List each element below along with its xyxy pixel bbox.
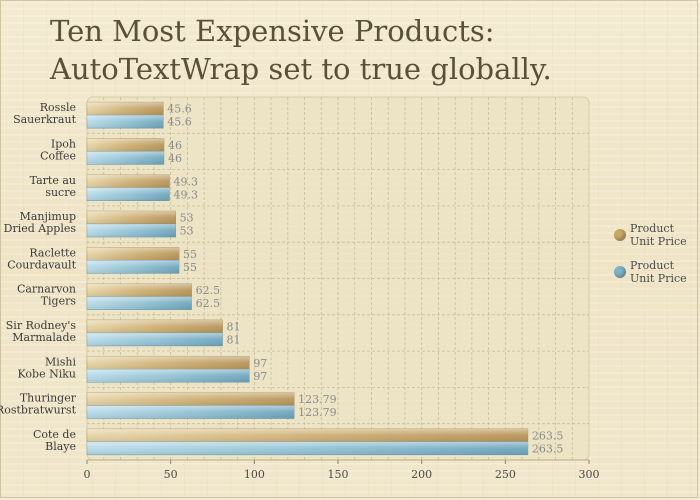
bar-shine-series-2-3 bbox=[87, 187, 170, 201]
category-label-3-line-2: sucre bbox=[45, 186, 76, 199]
data-label-series-1-2: 46 bbox=[168, 139, 182, 152]
category-label-4-line-2: Dried Apples bbox=[4, 222, 77, 235]
category-label-8-line-2: Kobe Niku bbox=[18, 367, 77, 380]
bar-shine-series-2-4 bbox=[87, 224, 176, 238]
category-label-5-line-1: Raclette bbox=[29, 246, 76, 259]
data-label-series-1-7: 81 bbox=[227, 320, 241, 333]
category-label-6-line-2: Tigers bbox=[41, 295, 77, 308]
category-label-9-line-2: Rostbratwurst bbox=[0, 404, 77, 417]
bar-shine-series-2-7 bbox=[87, 332, 223, 346]
category-label-1-line-1: Rossle bbox=[40, 101, 76, 114]
legend-label-series-2: Product Unit Price bbox=[630, 259, 696, 285]
legend-label-series-1: Product Unit Price bbox=[630, 222, 696, 248]
data-label-series-2-7: 81 bbox=[227, 333, 241, 346]
legend-item-series-2: Product Unit Price bbox=[614, 259, 698, 285]
data-label-series-2-9: 123.79 bbox=[298, 406, 337, 419]
legend-label-series-1-line-2: Unit Price bbox=[630, 235, 687, 248]
category-label-8-line-1: Mishi bbox=[45, 355, 77, 368]
bar-shine-series-2-6 bbox=[87, 296, 192, 310]
data-label-series-1-4: 53 bbox=[180, 212, 194, 225]
data-label-series-2-8: 97 bbox=[253, 370, 267, 383]
data-label-series-1-3: 49.3 bbox=[173, 175, 198, 188]
legend-label-series-1-line-1: Product bbox=[630, 222, 674, 235]
legend-swatch-series-1 bbox=[614, 229, 626, 241]
bar-shine-series-2-5 bbox=[87, 260, 180, 274]
bar-shine-series-1-4 bbox=[87, 211, 176, 225]
bar-shine-series-1-5 bbox=[87, 247, 180, 261]
bar-shine-series-1-2 bbox=[87, 138, 164, 152]
category-label-1-line-2: Sauerkraut bbox=[13, 113, 77, 126]
x-tick-label: 0 bbox=[84, 468, 91, 481]
x-tick-label: 100 bbox=[244, 468, 265, 481]
bar-shine-series-1-10 bbox=[87, 428, 528, 442]
data-label-series-1-1: 45.6 bbox=[167, 103, 192, 116]
data-label-series-1-8: 97 bbox=[253, 357, 267, 370]
bar-shine-series-1-7 bbox=[87, 319, 223, 333]
x-tick-label: 150 bbox=[328, 468, 349, 481]
bar-shine-series-2-9 bbox=[87, 405, 295, 419]
chart-title-line-2: AutoTextWrap set to true globally. bbox=[50, 52, 552, 86]
legend-swatch-series-2 bbox=[614, 266, 626, 278]
bar-shine-series-1-9 bbox=[87, 392, 295, 406]
data-label-series-2-3: 49.3 bbox=[173, 188, 198, 201]
data-label-series-2-1: 45.6 bbox=[167, 116, 192, 129]
x-tick-label: 300 bbox=[579, 468, 600, 481]
x-tick-label: 250 bbox=[495, 468, 516, 481]
bar-shine-series-2-8 bbox=[87, 369, 250, 383]
category-label-3-line-1: Tarte au bbox=[30, 174, 76, 187]
category-label-6-line-1: Carnarvon bbox=[17, 283, 76, 296]
data-label-series-2-10: 263.5 bbox=[532, 442, 564, 455]
category-label-10-line-1: Cote de bbox=[33, 428, 76, 441]
data-label-series-2-5: 55 bbox=[183, 261, 197, 274]
bar-shine-series-1-6 bbox=[87, 283, 192, 297]
data-label-series-1-6: 62.5 bbox=[196, 284, 221, 297]
x-tick-label: 200 bbox=[411, 468, 432, 481]
category-label-5-line-2: Courdavault bbox=[7, 258, 76, 271]
legend-item-series-1: Product Unit Price bbox=[614, 222, 698, 248]
category-label-4-line-1: Manjimup bbox=[20, 210, 76, 223]
bar-shine-series-2-2 bbox=[87, 151, 164, 165]
data-label-series-1-5: 55 bbox=[183, 248, 197, 261]
data-label-series-1-10: 263.5 bbox=[532, 429, 564, 442]
category-label-7-line-2: Marmalade bbox=[12, 331, 76, 344]
category-label-7-line-1: Sir Rodney's bbox=[6, 319, 77, 332]
bar-shine-series-2-1 bbox=[87, 115, 164, 129]
chart-title-line-1: Ten Most Expensive Products: bbox=[50, 14, 495, 48]
legend-label-series-2-line-1: Product bbox=[630, 259, 674, 272]
data-label-series-2-2: 46 bbox=[168, 152, 182, 165]
legend: Product Unit Price Product Unit Price bbox=[614, 222, 698, 296]
x-tick-label: 50 bbox=[164, 468, 178, 481]
bar-shine-series-1-3 bbox=[87, 174, 170, 188]
category-label-9-line-1: Thuringer bbox=[20, 392, 77, 405]
chart-title: Ten Most Expensive Products: AutoTextWra… bbox=[50, 12, 552, 88]
category-label-10-line-2: Blaye bbox=[45, 440, 76, 453]
bar-shine-series-1-8 bbox=[87, 356, 250, 370]
category-label-2-line-1: Ipoh bbox=[51, 137, 76, 150]
data-label-series-2-4: 53 bbox=[180, 225, 194, 238]
bar-shine-series-1-1 bbox=[87, 102, 164, 116]
data-label-series-2-6: 62.5 bbox=[196, 297, 221, 310]
data-label-series-1-9: 123.79 bbox=[298, 393, 337, 406]
bar-shine-series-2-10 bbox=[87, 441, 528, 455]
category-label-2-line-2: Coffee bbox=[40, 149, 76, 162]
legend-label-series-2-line-2: Unit Price bbox=[630, 272, 687, 285]
